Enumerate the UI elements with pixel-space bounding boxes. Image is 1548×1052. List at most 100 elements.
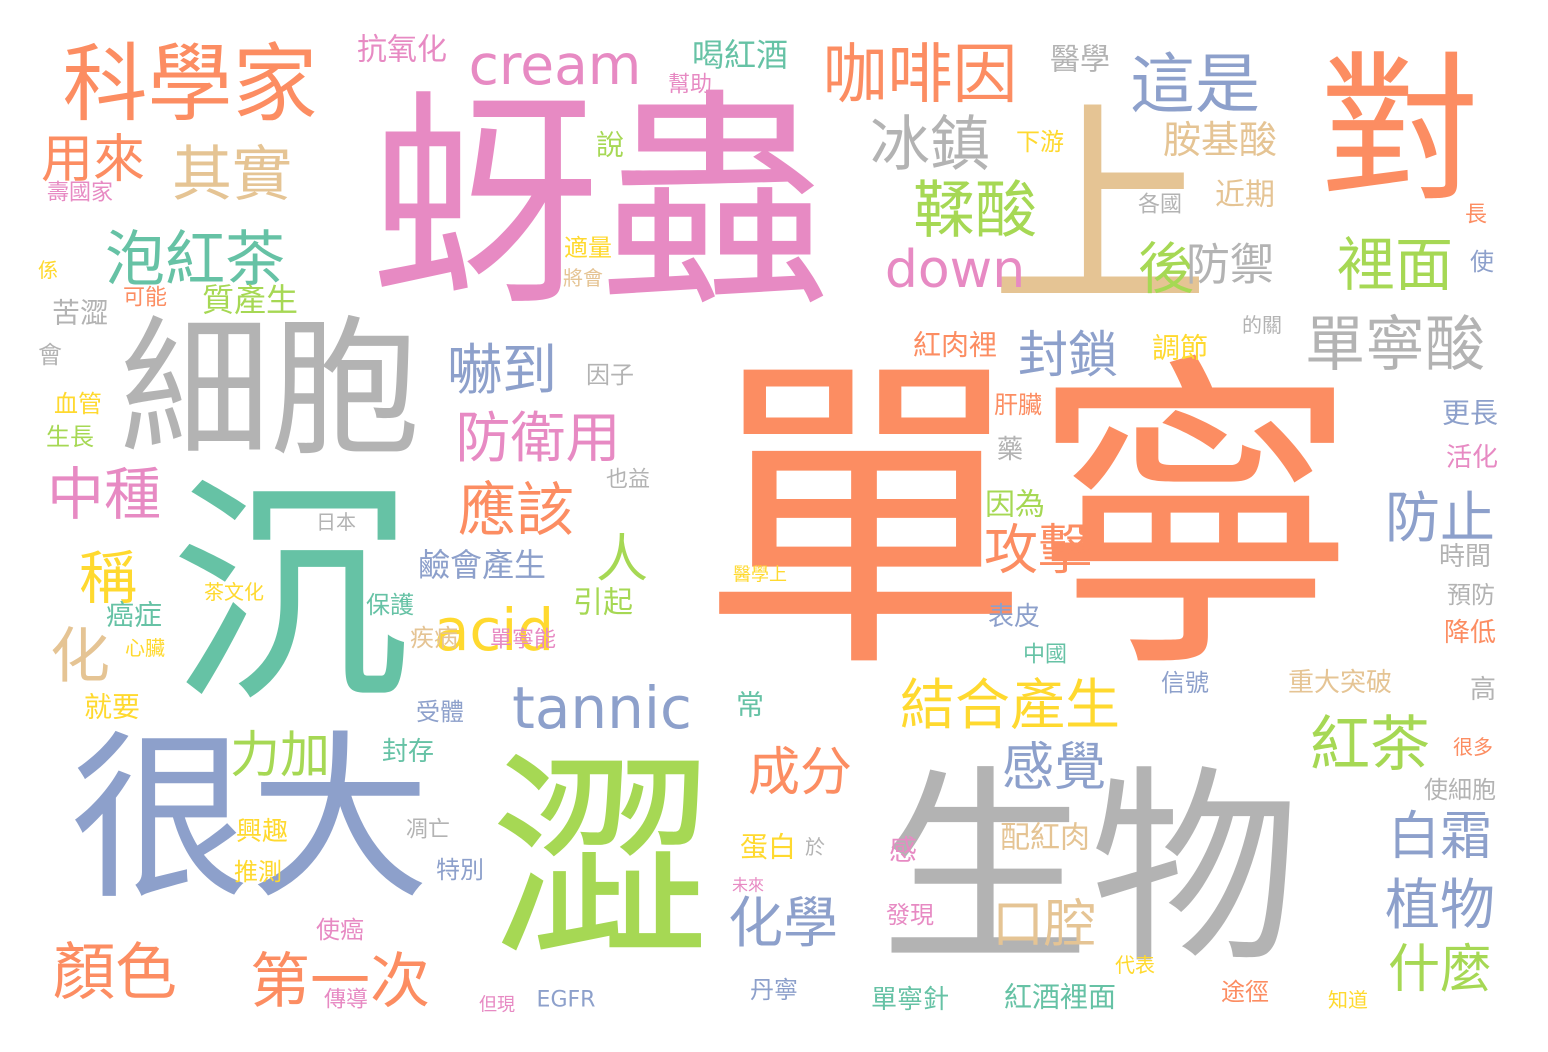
word-104: 凋亡 <box>406 818 450 843</box>
word-5: 沉 <box>170 455 410 735</box>
word-91: 疾病 <box>410 624 458 652</box>
word-8: 上 <box>990 82 1210 338</box>
word-86: 癌症 <box>106 599 162 632</box>
word-33: acid <box>434 596 554 664</box>
word-83: 茶文化 <box>204 580 264 604</box>
word-108: 推測 <box>234 858 282 886</box>
word-34: 化 <box>50 622 110 692</box>
word-120: 紅酒裡面 <box>1004 981 1116 1014</box>
word-62: 係 <box>38 258 58 282</box>
word-102: 使細胞 <box>1424 776 1496 804</box>
word-96: 高 <box>1470 675 1496 705</box>
word-100: 很多 <box>1453 735 1493 759</box>
word-56: 各國 <box>1138 193 1182 218</box>
word-116: 傳導 <box>324 988 368 1013</box>
word-97: 就要 <box>84 691 140 724</box>
word-64: 質產生 <box>202 281 298 319</box>
word-77: 也益 <box>606 468 650 493</box>
word-109: 特別 <box>436 856 484 884</box>
word-95: 重大突破 <box>1288 668 1392 698</box>
word-72: 生長 <box>46 423 94 451</box>
word-28: 中種 <box>47 462 161 528</box>
word-1: 單寧 <box>700 328 1360 712</box>
word-106: 蛋白 <box>740 831 796 864</box>
word-90: 降低 <box>1444 618 1496 648</box>
word-67: 會 <box>38 341 62 369</box>
word-36: 結合產生 <box>900 673 1120 737</box>
word-20: 後 <box>1138 238 1194 303</box>
word-30: 人 <box>596 530 648 590</box>
word-59: 適量 <box>564 234 612 262</box>
word-60: 將會 <box>563 266 603 290</box>
word-10: 科學家 <box>62 36 317 135</box>
word-23: 單寧酸 <box>1305 310 1485 380</box>
word-69: 調節 <box>1152 332 1208 365</box>
word-80: 鹼會產生 <box>418 546 546 584</box>
word-2: 蚜蟲 <box>370 72 830 339</box>
word-35: tannic <box>512 674 692 742</box>
word-117: 但現 <box>479 995 515 1016</box>
word-44: 口腔 <box>992 895 1096 955</box>
word-12: 咖啡因 <box>822 38 1017 113</box>
word-101: 封存 <box>382 737 434 767</box>
word-29: 稱 <box>79 544 137 612</box>
word-63: 可能 <box>123 286 167 311</box>
word-76: 活化 <box>1446 443 1498 473</box>
word-6: 很大 <box>70 716 430 925</box>
word-50: 抗氧化 <box>357 33 447 68</box>
word-11: cream <box>469 33 642 97</box>
word-89: 心臟 <box>125 636 165 660</box>
word-92: 單寧能 <box>490 628 556 653</box>
word-103: 興趣 <box>236 817 288 847</box>
word-39: 感覺 <box>1002 738 1106 798</box>
word-38: 力加 <box>230 726 330 784</box>
word-53: 說 <box>596 129 624 162</box>
word-58: 壽國家 <box>47 181 113 206</box>
word-52: 幫助 <box>668 73 712 98</box>
word-82: 醫學上 <box>733 565 787 586</box>
word-16: 其實 <box>172 140 292 210</box>
word-115: 丹寧 <box>750 976 798 1004</box>
word-75: 藥 <box>997 435 1023 465</box>
word-4: 澀 <box>490 732 710 988</box>
word-21: 防禦 <box>1186 240 1274 291</box>
word-121: 途徑 <box>1221 978 1269 1006</box>
word-85: 預防 <box>1447 581 1495 609</box>
word-17: 泡紅茶 <box>105 225 285 295</box>
word-105: 配紅肉 <box>1000 821 1090 856</box>
word-71: 血管 <box>54 390 102 418</box>
word-112: 使癌 <box>316 916 364 944</box>
word-31: 防止 <box>1385 486 1495 550</box>
word-70: 因子 <box>586 361 634 389</box>
word-49: 喝紅酒 <box>692 36 788 74</box>
word-78: 因為 <box>985 488 1045 523</box>
word-84: 引起 <box>573 586 633 621</box>
word-41: 白霜 <box>1388 807 1492 867</box>
word-9: 對 <box>1320 37 1480 224</box>
word-18: 用來 <box>41 130 145 190</box>
word-26: 防衛用 <box>455 406 620 470</box>
word-98: 常 <box>736 689 764 722</box>
word-122: 知道 <box>1328 988 1368 1012</box>
word-111: 未來 <box>732 876 764 895</box>
word-65: 苦澀 <box>52 297 108 330</box>
word-51: 醫學 <box>1050 43 1110 78</box>
word-15: 鞣酸 <box>913 174 1037 247</box>
word-37: 紅茶 <box>1310 710 1430 780</box>
word-13: 這是 <box>1130 48 1260 123</box>
word-99: 受體 <box>416 698 464 726</box>
word-19: down <box>885 240 1025 300</box>
word-27: 應該 <box>458 476 574 544</box>
word-43: 植物 <box>1385 873 1495 937</box>
word-42: 化學 <box>728 891 838 955</box>
word-55: 近期 <box>1215 178 1275 213</box>
word-93: 中國 <box>1023 643 1067 668</box>
word-24: 封鎖 <box>1018 326 1118 384</box>
word-107: 於 <box>805 835 825 859</box>
word-113: 發現 <box>886 901 934 929</box>
word-74: 更長 <box>1442 397 1498 430</box>
word-32: 攻擊 <box>984 519 1092 582</box>
word-110: 感 <box>889 834 917 867</box>
word-81: 時間 <box>1439 542 1491 572</box>
